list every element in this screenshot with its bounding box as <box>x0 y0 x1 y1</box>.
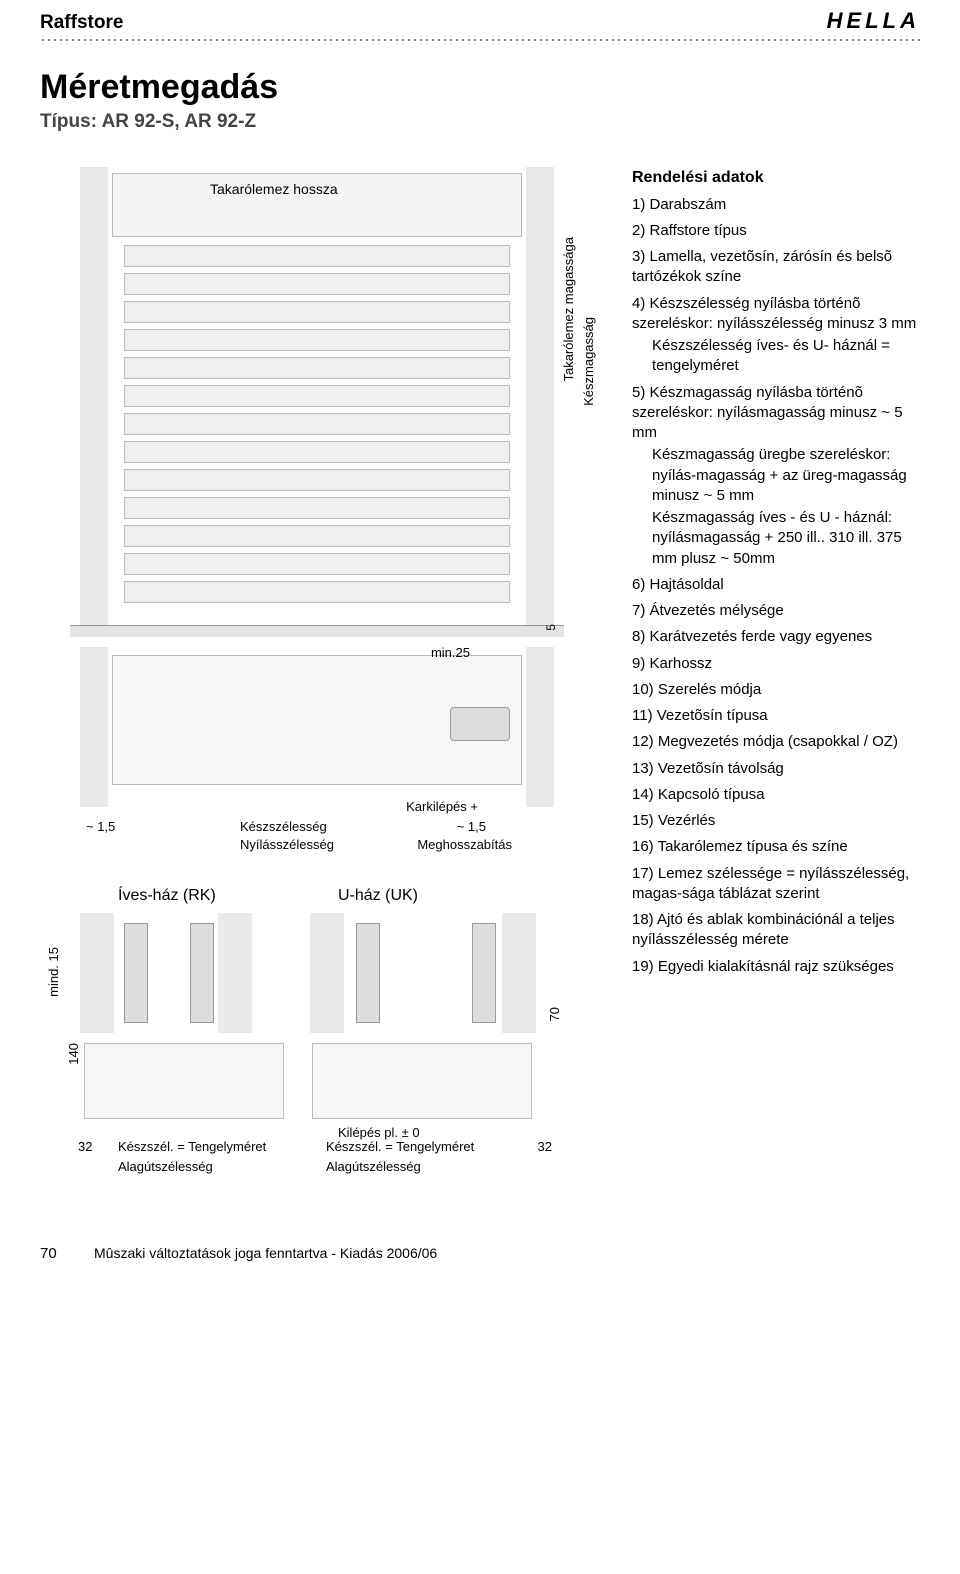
slat <box>124 357 510 379</box>
slat <box>124 553 510 575</box>
label-opening-w: Nyílásszélesség <box>240 837 334 852</box>
slat <box>124 329 510 351</box>
label-cover-length: Takarólemez hossza <box>210 181 338 197</box>
order-item: 1) Darabszám <box>632 195 920 215</box>
housing-box-uk <box>312 1043 532 1119</box>
slat <box>124 469 510 491</box>
wall-left <box>80 167 108 637</box>
label-gap-right: ~ 1,5 <box>457 819 486 834</box>
window-sill <box>70 625 564 637</box>
order-item: 11) Vezetõsín típusa <box>632 706 920 726</box>
label-min15: mind. 15 <box>46 947 61 997</box>
figure-headbox: min.25 Karkilépés + ~ 1,5 Készszélesség … <box>40 647 610 877</box>
guide-rail <box>190 923 214 1023</box>
wall <box>80 913 114 1033</box>
label-tunnel-right: Alagútszélesség <box>326 1159 421 1174</box>
wall-right <box>526 167 554 637</box>
wall-left <box>80 647 108 807</box>
slat-stack <box>124 245 510 617</box>
order-item-sub: Készmagasság üregbe szereléskor: nyílás-… <box>632 445 920 506</box>
wall <box>502 913 536 1033</box>
guide-rail <box>124 923 148 1023</box>
label-axis-right: Készszél. = Tengelyméret <box>326 1139 474 1154</box>
page-footer: 70 Mûszaki változtatások joga fenntartva… <box>40 1245 920 1262</box>
order-item: 6) Hajtásoldal <box>632 575 920 595</box>
slat <box>124 441 510 463</box>
header-category: Raffstore <box>40 12 123 34</box>
label-extension: Meghosszabítás <box>417 837 512 852</box>
header-brand: HELLA <box>827 8 920 34</box>
order-item: 4) Készszélesség nyílásba történõ szerel… <box>632 294 920 377</box>
figure-elevation: Takarólemez hossza Takarólemez magassága… <box>40 167 610 637</box>
order-item: 2) Raffstore típus <box>632 221 920 241</box>
order-item-sub: Készszélesség íves- és U- háznál = tenge… <box>632 336 920 377</box>
label-tunnel-left: Alagútszélesség <box>118 1159 213 1174</box>
label-gap-5: 5 <box>544 624 558 631</box>
label-uk-housing: U-ház (UK) <box>338 887 418 905</box>
motor-icon <box>450 707 510 741</box>
header-divider <box>40 38 920 42</box>
slat <box>124 413 510 435</box>
guide-rail <box>472 923 496 1023</box>
order-item: 10) Szerelés módja <box>632 680 920 700</box>
label-karkilepes: Karkilépés + <box>406 799 478 814</box>
label-70: 70 <box>547 1007 562 1021</box>
label-32-left: 32 <box>78 1139 92 1154</box>
label-140: 140 <box>66 1043 81 1065</box>
order-item: 9) Karhossz <box>632 654 920 674</box>
slat <box>124 385 510 407</box>
wall <box>218 913 252 1033</box>
slat <box>124 301 510 323</box>
order-item: 7) Átvezetés mélysége <box>632 601 920 621</box>
order-item: 18) Ajtó és ablak kombinációnál a teljes… <box>632 910 920 951</box>
housing-box-rk <box>84 1043 284 1119</box>
diagram-column: Takarólemez hossza Takarólemez magassága… <box>40 167 610 1207</box>
order-item: 17) Lemez szélessége = nyílásszélesség, … <box>632 864 920 905</box>
wall <box>310 913 344 1033</box>
wall-right <box>526 647 554 807</box>
page-subtype: Típus: AR 92-S, AR 92-Z <box>40 111 920 133</box>
slat <box>124 497 510 519</box>
label-gap-left: ~ 1,5 <box>86 819 115 834</box>
order-item-sub: Készmagasság íves - és U - háznál: nyílá… <box>632 508 920 569</box>
guide-rail <box>356 923 380 1023</box>
label-min25: min.25 <box>431 645 470 660</box>
order-item: 8) Karátvezetés ferde vagy egyenes <box>632 627 920 647</box>
order-item: 3) Lamella, vezetõsín, zárósín és belsõ … <box>632 247 920 288</box>
label-cover-height: Takarólemez magassága <box>561 237 576 382</box>
order-item: 5) Készmagasság nyílásba történõ szerelé… <box>632 383 920 569</box>
order-list: 1) Darabszám 2) Raffstore típus 3) Lamella… <box>632 195 920 977</box>
slat <box>124 245 510 267</box>
label-total-height: Készmagasság <box>581 317 596 406</box>
label-axis-left: Készszél. = Tengelyméret <box>118 1139 266 1154</box>
label-rk-housing: Íves-ház (RK) <box>118 887 216 905</box>
figure-housings: Íves-ház (RK) U-ház (UK) mind. 15 140 70… <box>40 887 610 1197</box>
label-kilepes: Kilépés pl. ± 0 <box>338 1125 420 1140</box>
page-title: Méretmegadás <box>40 68 920 107</box>
order-data-column: Rendelési adatok 1) Darabszám 2) Raffstor… <box>632 167 920 1207</box>
footer-text: Mûszaki változtatások joga fenntartva - … <box>94 1245 920 1261</box>
order-title: Rendelési adatok <box>632 167 920 189</box>
order-item: 14) Kapcsoló típusa <box>632 785 920 805</box>
order-item: 16) Takarólemez típusa és színe <box>632 837 920 857</box>
page-number: 70 <box>40 1245 70 1262</box>
label-finished-w: Készszélesség <box>240 819 327 834</box>
slat <box>124 525 510 547</box>
slat <box>124 273 510 295</box>
order-item: 15) Vezérlés <box>632 811 920 831</box>
label-32-right: 32 <box>538 1139 552 1154</box>
slat <box>124 581 510 603</box>
order-item: 13) Vezetõsín távolság <box>632 759 920 779</box>
order-item: 19) Egyedi kialakításnál rajz szükséges <box>632 957 920 977</box>
order-item: 12) Megvezetés módja (csapokkal / OZ) <box>632 732 920 752</box>
